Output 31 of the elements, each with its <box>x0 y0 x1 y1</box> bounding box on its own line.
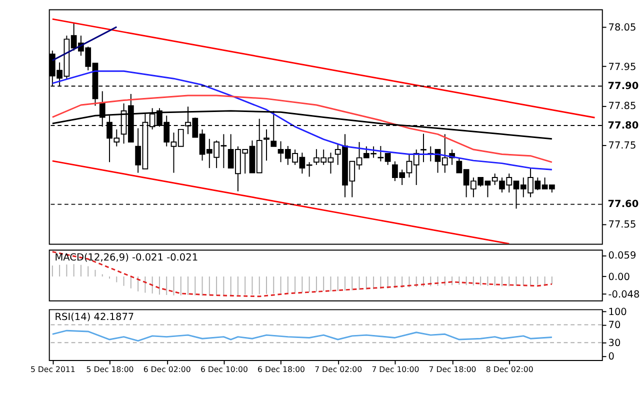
y-tick-label: 0.00 <box>608 272 630 283</box>
x-tick-label: 8 Dec 02:00 <box>486 365 534 374</box>
line-series <box>52 94 553 163</box>
y-tick-label: 77.75 <box>608 140 636 152</box>
x-tick-label: 7 Dec 10:00 <box>372 365 420 374</box>
x-tick-label: 5 Dec 18:00 <box>86 365 134 374</box>
y-tick-label: 70 <box>608 320 621 332</box>
y-tick-label: 77.85 <box>608 101 636 112</box>
x-tick-label: 6 Dec 10:00 <box>200 365 248 374</box>
candlestick <box>264 128 270 162</box>
y-tick-label: 30 <box>608 338 621 350</box>
y-tick-label: 77.95 <box>608 62 636 73</box>
ref-line-label: 77.80 <box>608 120 639 132</box>
line-series <box>52 251 553 298</box>
ref-line-label: 77.90 <box>608 81 639 92</box>
chart-title: RSI(14) 42.1877 <box>54 312 134 323</box>
line-series <box>52 70 553 170</box>
y-tick-label: -0.048 <box>608 289 640 300</box>
x-tick-label: 7 Dec 02:00 <box>314 365 362 374</box>
y-tick-label: 100 <box>608 306 627 318</box>
line-series <box>52 330 553 342</box>
x-tick-label: 6 Dec 02:00 <box>143 365 191 374</box>
x-tick-label: 5 Dec 2011 <box>30 365 76 374</box>
y-tick-label: 78.05 <box>608 22 636 34</box>
candlestick <box>420 133 426 163</box>
y-tick-label: 0 <box>608 351 614 362</box>
x-tick-label: 6 Dec 18:00 <box>258 365 306 374</box>
x-tick-label: 7 Dec 18:00 <box>428 365 476 374</box>
ref-line-label: 77.60 <box>608 199 639 210</box>
y-tick-label: 0.059 <box>608 250 636 262</box>
y-tick-label: 77.55 <box>608 219 636 230</box>
